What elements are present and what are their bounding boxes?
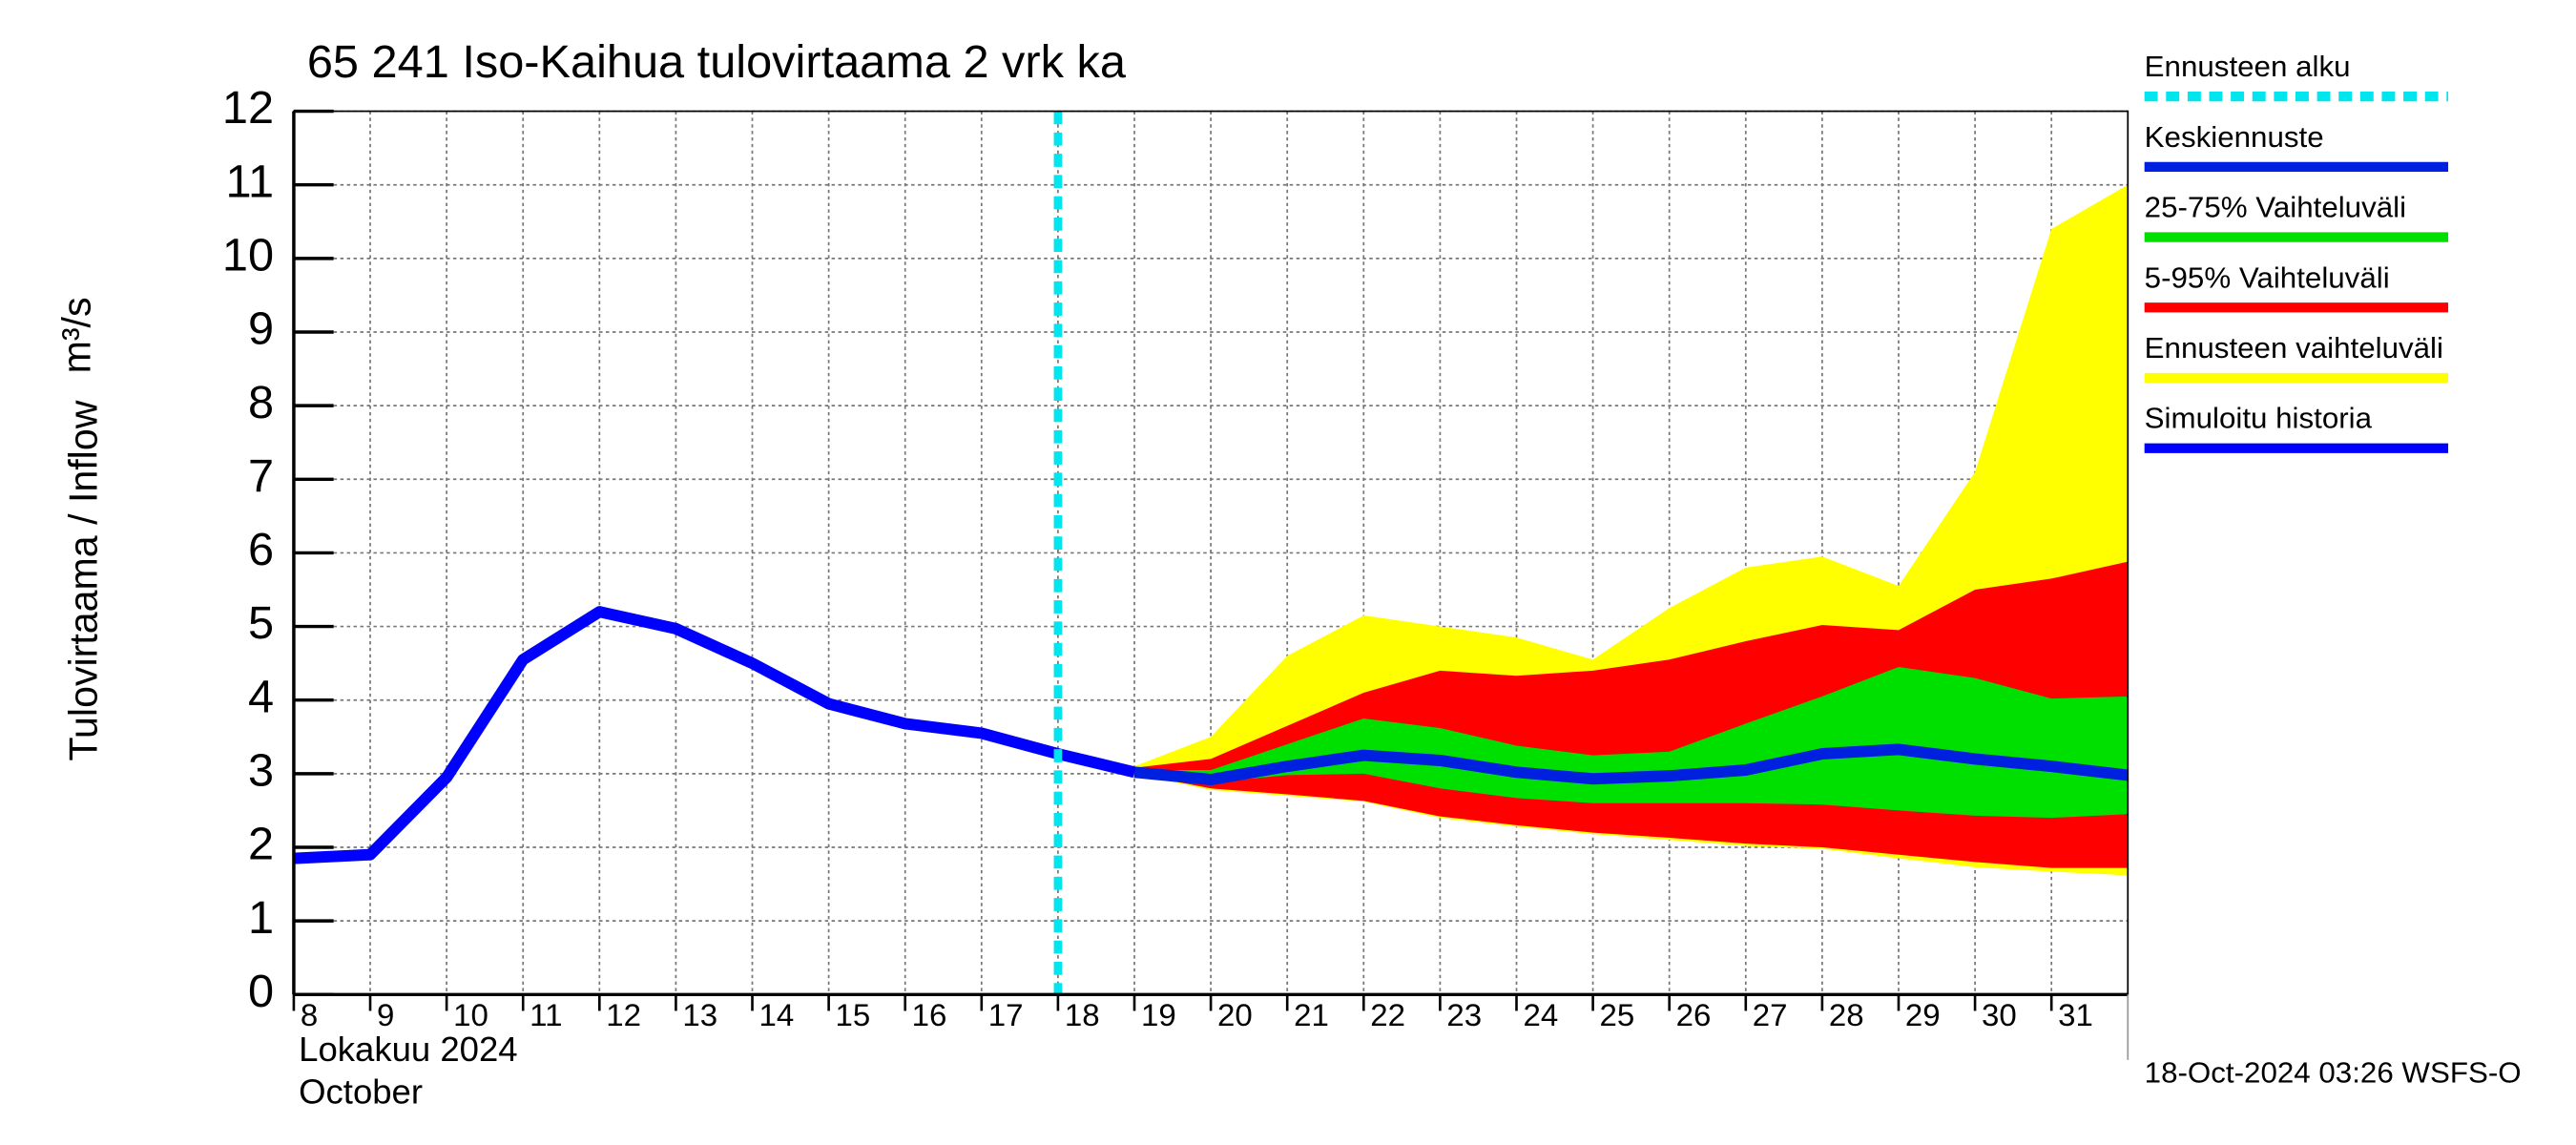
y-tick-label: 1 — [248, 892, 274, 944]
x-tick-label: 9 — [377, 997, 394, 1032]
x-tick-label: 31 — [2058, 997, 2093, 1032]
y-tick-label: 7 — [248, 450, 274, 502]
x-tick-label: 26 — [1676, 997, 1712, 1032]
x-tick-label: 25 — [1600, 997, 1635, 1032]
x-tick-label: 24 — [1523, 997, 1558, 1032]
x-tick-label: 20 — [1217, 997, 1253, 1032]
x-tick-label: 21 — [1294, 997, 1329, 1032]
line — [1133, 743, 2129, 786]
y-axis-unit: m³/s — [53, 297, 98, 373]
x-tick-label: 30 — [1982, 997, 2017, 1032]
y-tick-label: 10 — [222, 230, 274, 281]
x-tick-label: 17 — [988, 997, 1024, 1032]
legend-label: Ennusteen vaihteluväli — [2145, 331, 2443, 364]
x-tick-label: 23 — [1446, 997, 1482, 1032]
line — [293, 606, 1136, 864]
y-tick-label: 9 — [248, 303, 274, 355]
plot-area — [293, 110, 2129, 996]
x-tick-label: 16 — [912, 997, 947, 1032]
legend-label: 25-75% Vaihteluväli — [2145, 191, 2406, 224]
y-tick-label: 6 — [248, 524, 274, 575]
x-tick-label: 13 — [682, 997, 717, 1032]
y-tick-label: 5 — [248, 598, 274, 650]
x-tick-label: 15 — [836, 997, 871, 1032]
x-tick-label: 29 — [1905, 997, 1941, 1032]
x-axis-label: Lokakuu 2024 — [299, 1030, 517, 1069]
y-tick-label: 2 — [248, 819, 274, 870]
legend-label: Simuloitu historia — [2145, 402, 2373, 435]
x-tick-label: 27 — [1753, 997, 1788, 1032]
x-tick-label: 12 — [606, 997, 641, 1032]
footer: 18-Oct-2024 03:26 WSFS-O — [2145, 1056, 2522, 1090]
y-tick-label: 12 — [222, 83, 274, 135]
x-tick-label: 28 — [1829, 997, 1864, 1032]
legend-label: Ennusteen alku — [2145, 50, 2351, 83]
x-tick-label: 18 — [1065, 997, 1100, 1032]
x-tick-label: 22 — [1370, 997, 1405, 1032]
x-axis-label: October — [299, 1072, 423, 1112]
y-tick-label: 0 — [248, 966, 274, 1017]
legend-label: 5-95% Vaihteluväli — [2145, 260, 2390, 294]
legend-label: Keskiennuste — [2145, 120, 2324, 154]
x-tick-label: 19 — [1141, 997, 1176, 1032]
x-tick-label: 11 — [530, 997, 562, 1032]
y-tick-label: 8 — [248, 377, 274, 428]
x-tick-label: 10 — [453, 997, 488, 1032]
y-tick-label: 11 — [225, 156, 274, 208]
x-tick-label: 8 — [301, 997, 318, 1032]
y-axis-label: Tulovirtaama / Inflow — [60, 400, 105, 761]
x-tick-label: 14 — [758, 997, 794, 1032]
y-tick-label: 4 — [248, 672, 274, 723]
y-tick-label: 3 — [248, 745, 274, 797]
band — [1134, 667, 2129, 819]
chart-title: 65 241 Iso-Kaihua tulovirtaama 2 vrk ka — [307, 37, 1126, 89]
